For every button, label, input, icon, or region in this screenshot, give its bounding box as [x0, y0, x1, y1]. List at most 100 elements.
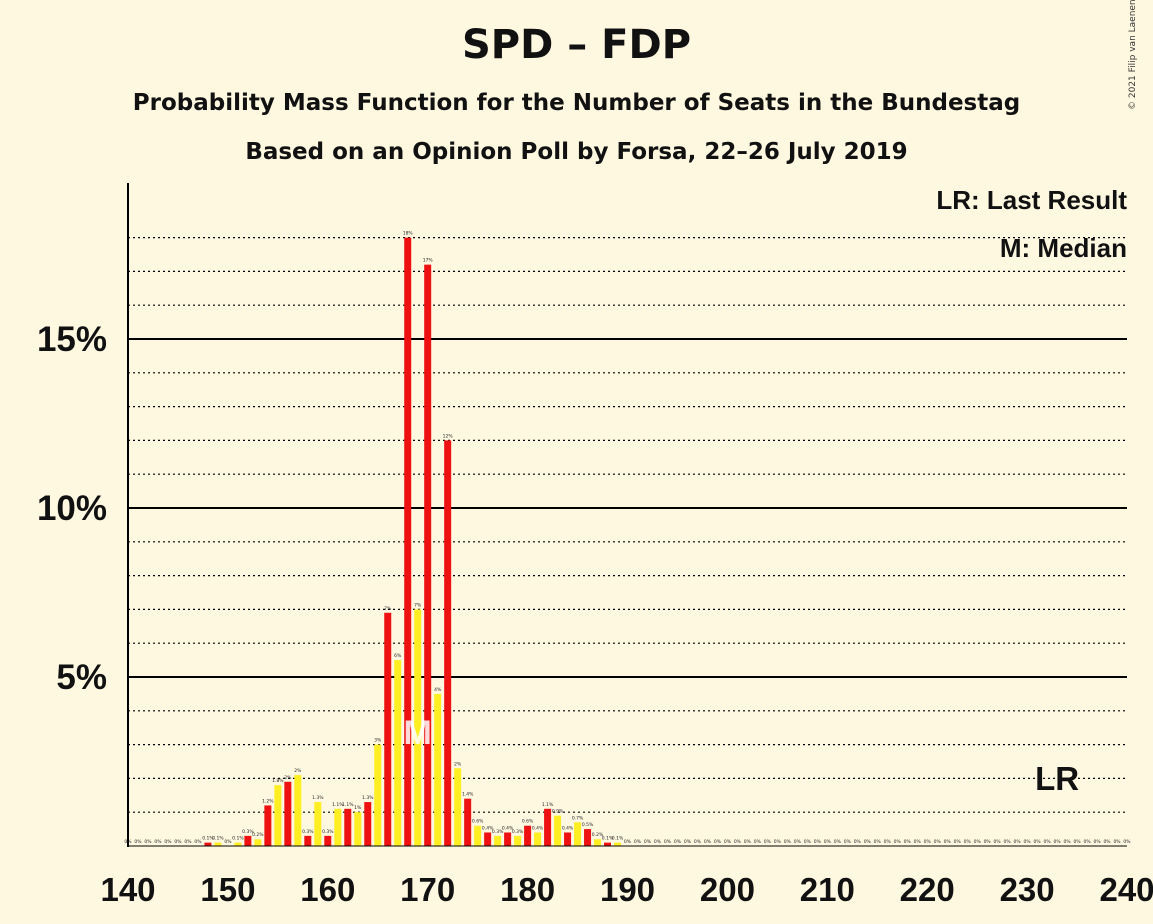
bar-label-seat-207: 0%: [794, 839, 802, 845]
bar-label-seat-152: 0.3%: [242, 829, 254, 835]
bar-label-seat-159: 1.3%: [312, 795, 324, 801]
bar-label-seat-163: 1%: [354, 805, 362, 811]
bar-seat-183: [554, 815, 562, 846]
bar-label-seat-198: 0%: [704, 839, 712, 845]
bar-label-seat-188: 0.1%: [602, 836, 614, 842]
bar-label-seat-175: 0.6%: [472, 819, 484, 825]
bar-label-seat-184: 0.4%: [562, 825, 574, 831]
bar-label-seat-143: 0%: [154, 839, 162, 845]
bar-label-seat-197: 0%: [694, 839, 702, 845]
x-tick-label: 230: [1000, 871, 1055, 908]
bar-label-seat-164: 1.3%: [362, 795, 374, 801]
bar-label-seat-192: 0%: [644, 839, 652, 845]
bar-label-seat-238: 0%: [1103, 839, 1111, 845]
bar-label-seat-172: 12%: [443, 433, 454, 439]
bar-label-seat-173: 2%: [454, 761, 462, 767]
bar-seat-166: [384, 612, 392, 846]
bar-label-seat-206: 0%: [784, 839, 792, 845]
bar-label-seat-202: 0%: [744, 839, 752, 845]
bar-label-seat-227: 0%: [994, 839, 1002, 845]
legend-median: M: Median: [1000, 233, 1127, 263]
bar-seat-159: [314, 802, 322, 846]
bar-label-seat-178: 0.4%: [502, 825, 514, 831]
bar-label-seat-148: 0.1%: [202, 836, 214, 842]
bar-seat-178: [504, 832, 512, 846]
legend-last-result: LR: Last Result: [936, 185, 1127, 215]
bar-label-seat-179: 0.3%: [512, 829, 524, 835]
bar-seat-158: [304, 835, 312, 846]
bar-seat-157: [294, 775, 302, 846]
bar-label-seat-234: 0%: [1063, 839, 1071, 845]
bar-label-seat-203: 0%: [754, 839, 762, 845]
bar-label-seat-149: 0.1%: [212, 836, 224, 842]
bar-label-seat-169: 7%: [414, 602, 422, 608]
bar-label-seat-204: 0%: [764, 839, 772, 845]
bar-seat-185: [574, 822, 582, 846]
bar-label-seat-150: 0%: [224, 839, 232, 845]
bar-seat-164: [364, 802, 372, 846]
bar-seat-177: [494, 835, 502, 846]
bar-seat-162: [344, 808, 352, 846]
bar-label-seat-182: 1.1%: [542, 802, 554, 808]
bar-seat-174: [464, 798, 472, 846]
bar-label-seat-167: 6%: [394, 653, 402, 659]
bar-label-seat-147: 0%: [194, 839, 202, 845]
gridlines: [128, 237, 1127, 813]
bar-label-seat-231: 0%: [1034, 839, 1042, 845]
x-tick-label: 160: [300, 871, 355, 908]
bar-label-seat-214: 0%: [864, 839, 872, 845]
bar-label-seat-201: 0%: [734, 839, 742, 845]
bar-seat-188: [604, 842, 612, 846]
bar-label-seat-187: 0.2%: [592, 832, 604, 838]
bar-label-seat-141: 0%: [134, 839, 142, 845]
bar-label-seat-181: 0.4%: [532, 825, 544, 831]
bar-label-seat-199: 0%: [714, 839, 722, 845]
bar-label-seat-153: 0.2%: [252, 832, 264, 838]
bar-label-seat-232: 0%: [1044, 839, 1052, 845]
bar-label-seat-213: 0%: [854, 839, 862, 845]
bar-label-seat-228: 0%: [1004, 839, 1012, 845]
bar-label-seat-205: 0%: [774, 839, 782, 845]
bar-label-seat-180: 0.6%: [522, 819, 534, 825]
bar-label-seat-168: 18%: [403, 231, 414, 237]
bar-label-seat-200: 0%: [724, 839, 732, 845]
bar-seat-156: [284, 781, 292, 846]
bar-label-seat-223: 0%: [954, 839, 962, 845]
bar-seat-151: [234, 842, 242, 846]
x-tick-label: 180: [500, 871, 555, 908]
bar-seat-182: [544, 808, 552, 846]
bar-seat-172: [444, 440, 452, 846]
bar-label-seat-191: 0%: [634, 839, 642, 845]
bar-seat-168: [404, 237, 412, 847]
bar-label-seat-215: 0%: [874, 839, 882, 845]
bar-label-seat-239: 0%: [1113, 839, 1121, 845]
bar-label-seat-157: 2%: [294, 768, 302, 774]
bar-label-seat-177: 0.3%: [492, 829, 504, 835]
bar-seat-180: [524, 825, 532, 846]
markers: M LR: [404, 714, 1080, 797]
bar-label-seat-158: 0.3%: [302, 829, 314, 835]
x-tick-label: 170: [400, 871, 455, 908]
y-tick-label: 5%: [56, 658, 107, 697]
chart-title: SPD – FDP: [461, 22, 692, 68]
bar-label-seat-166: 7%: [384, 606, 392, 612]
bar-label-seat-233: 0%: [1053, 839, 1061, 845]
bar-label-seat-186: 0.5%: [582, 822, 594, 828]
bar-label-seat-194: 0%: [664, 839, 672, 845]
bar-label-seat-171: 4%: [434, 687, 442, 693]
bar-label-seat-209: 0%: [814, 839, 822, 845]
bar-label-seat-193: 0%: [654, 839, 662, 845]
bar-seat-155: [274, 785, 282, 846]
y-tick-label: 15%: [37, 320, 107, 359]
bar-seat-169: [414, 609, 422, 846]
chart-subtitle: Probability Mass Function for the Number…: [132, 90, 1021, 116]
bar-seat-170: [424, 264, 432, 846]
median-marker: M: [404, 714, 432, 752]
x-tick-label: 190: [600, 871, 655, 908]
bar-label-seat-222: 0%: [944, 839, 952, 845]
bar-seat-176: [484, 832, 492, 846]
bar-seat-175: [474, 825, 482, 846]
x-tick-label: 240: [1099, 871, 1153, 908]
bar-seat-161: [334, 808, 342, 846]
tick-labels: 140 150 160 170 180 190 200 210 220 230 240 5% 10% 15…: [37, 320, 1153, 908]
